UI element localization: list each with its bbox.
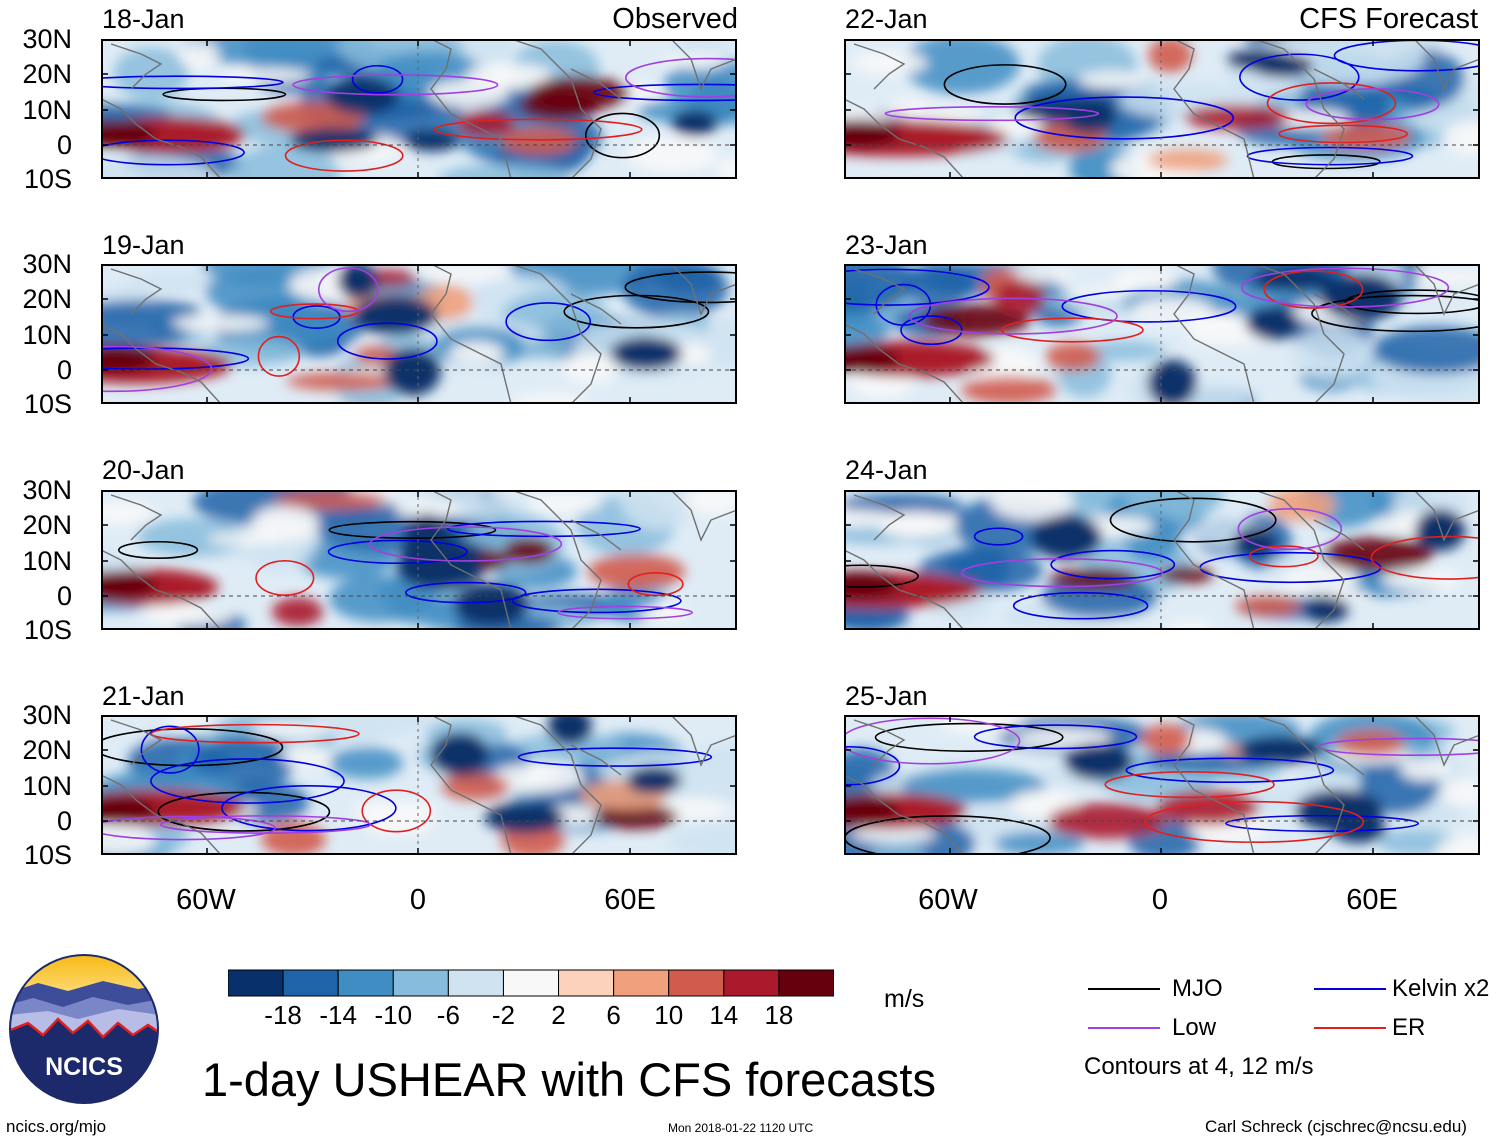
- colorbar-segment: [282, 969, 339, 997]
- lat-label: 20N: [22, 59, 72, 89]
- lon-label: 60E: [1346, 884, 1398, 916]
- lat-label: 30N: [22, 24, 72, 54]
- lat-label: 0: [56, 355, 72, 385]
- map-panel: [844, 264, 1480, 404]
- lat-label: 10S: [23, 164, 72, 194]
- map-panel: [101, 264, 737, 404]
- column-title-observed: Observed: [612, 3, 738, 35]
- colorbar-label: -2: [491, 1000, 516, 1030]
- footer-credit: Carl Schreck (cjschrec@ncsu.edu): [1205, 1117, 1467, 1136]
- lon-label: 60W: [176, 884, 236, 916]
- map-panel: [844, 39, 1480, 179]
- date-label: 25-Jan: [845, 681, 928, 711]
- lat-label: 10S: [23, 615, 72, 645]
- map-panel: [101, 39, 737, 179]
- colorbar-segment: [613, 969, 670, 997]
- lat-label: 30N: [22, 249, 72, 279]
- logo-text: NCICS: [45, 1053, 123, 1081]
- lon-label: 0: [1151, 884, 1169, 916]
- colorbar-label: -10: [374, 1000, 413, 1030]
- colorbar-label: -14: [319, 1000, 357, 1030]
- colorbar-segment: [778, 969, 834, 997]
- ncics-logo: NCICS: [8, 953, 160, 1105]
- colorbar-label: 2: [551, 1000, 566, 1030]
- map-panel: [844, 715, 1480, 855]
- lat-label: 10S: [23, 389, 72, 419]
- lat-label: 20N: [22, 284, 72, 314]
- legend-label-er: ER: [1392, 1014, 1426, 1041]
- lat-label: 30N: [22, 475, 72, 505]
- date-label: 22-Jan: [845, 4, 928, 34]
- legend-line-low: [1088, 1027, 1160, 1029]
- lat-label: 10N: [22, 771, 72, 801]
- date-label: 23-Jan: [845, 230, 928, 260]
- colorbar-segment: [447, 969, 504, 997]
- lat-label: 10N: [22, 320, 72, 350]
- date-label: 18-Jan: [102, 4, 185, 34]
- date-label: 21-Jan: [102, 681, 185, 711]
- lat-label: 10S: [23, 840, 72, 870]
- colorbar-segment: [502, 969, 560, 997]
- legend-note: Contours at 4, 12 m/s: [1084, 1053, 1314, 1080]
- lon-label: 60E: [604, 884, 656, 916]
- colorbar: [228, 969, 834, 997]
- colorbar-label: -18: [264, 1000, 302, 1030]
- lat-label: 10N: [22, 546, 72, 576]
- colorbar-segment: [558, 969, 615, 997]
- colorbar-segment: [668, 969, 725, 997]
- legend-line-kelvin: [1314, 988, 1386, 990]
- colorbar-segment: [337, 969, 394, 997]
- date-label: 19-Jan: [102, 230, 185, 260]
- lat-label: 20N: [22, 735, 72, 765]
- lon-label: 60W: [918, 884, 978, 916]
- main-title: 1-day USHEAR with CFS forecasts: [202, 1053, 936, 1106]
- legend-line-er: [1314, 1027, 1386, 1029]
- footer-website: ncics.org/mjo: [6, 1117, 107, 1136]
- lat-label: 30N: [22, 700, 72, 730]
- map-panel: [101, 490, 737, 630]
- lat-label: 20N: [22, 510, 72, 540]
- legend-line-mjo: [1088, 988, 1160, 990]
- date-label: 20-Jan: [102, 455, 185, 485]
- legend-label-low: Low: [1172, 1014, 1217, 1041]
- colorbar-label: 10: [654, 1000, 684, 1030]
- column-title-cfs-forecast: CFS Forecast: [1299, 3, 1478, 35]
- lat-label: 10N: [22, 95, 72, 125]
- map-panel: [844, 490, 1480, 630]
- colorbar-label: 6: [606, 1000, 621, 1030]
- colorbar-segment: [723, 969, 780, 997]
- map-panel: [101, 715, 737, 855]
- date-label: 24-Jan: [845, 455, 928, 485]
- lon-label: 0: [409, 884, 427, 916]
- lat-label: 0: [56, 581, 72, 611]
- colorbar-label: 14: [709, 1000, 739, 1030]
- lat-label: 0: [56, 130, 72, 160]
- legend-label-kelvin: Kelvin x2: [1392, 975, 1490, 1002]
- legend-label-mjo: MJO: [1172, 975, 1223, 1002]
- lat-label: 0: [56, 806, 72, 836]
- colorbar-segment: [392, 969, 449, 997]
- footer-timestamp: Mon 2018-01-22 1120 UTC: [668, 1121, 814, 1135]
- colorbar-segment: [228, 969, 284, 997]
- colorbar-label: -6: [436, 1000, 460, 1030]
- colorbar-units: m/s: [884, 985, 925, 1013]
- colorbar-label: 18: [764, 1000, 794, 1030]
